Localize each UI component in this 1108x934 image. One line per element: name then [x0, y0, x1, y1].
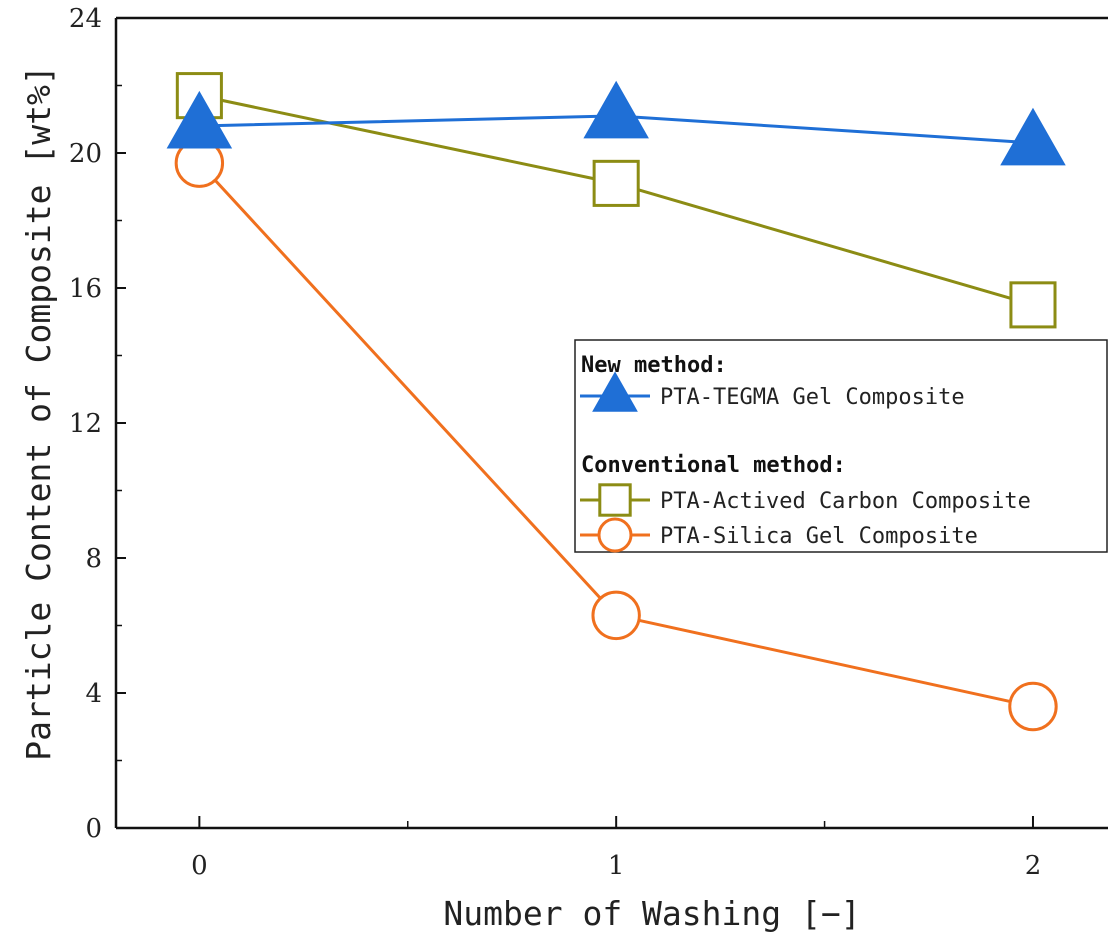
- series-layer: [166, 72, 1066, 732]
- legend-entry-triangle: PTA-TEGMA Gel Composite: [580, 371, 965, 412]
- legend-marker-circle: [597, 517, 633, 553]
- y-tick-label: 16: [69, 274, 102, 304]
- series-square: [175, 72, 1057, 329]
- y-tick-label: 24: [69, 4, 102, 34]
- legend-heading-conventional-method: Conventional method:: [581, 453, 846, 478]
- data-point-triangle: [1000, 107, 1066, 166]
- x-axis-title: Number of Washing [−]: [443, 894, 860, 933]
- legend-heading-new-method: New method:: [581, 353, 727, 378]
- x-ticks: 0 1 2: [191, 816, 1041, 881]
- y-tick-label: 4: [85, 679, 102, 709]
- data-point-circle: [1008, 681, 1058, 732]
- legend-entry-square: PTA-Actived Carbon Composite: [580, 483, 1031, 517]
- data-point-circle: [591, 590, 641, 641]
- legend-marker-square: [598, 483, 632, 517]
- y-ticks: 0 4 8 12 16 20 24: [69, 4, 126, 844]
- data-point-square: [592, 159, 640, 207]
- x-tick-label: 1: [608, 851, 625, 881]
- data-point-triangle: [166, 90, 233, 149]
- legend-entries: PTA-TEGMA Gel Composite PTA-Actived Carbo…: [580, 371, 1031, 553]
- y-tick-label: 20: [69, 139, 102, 169]
- legend-entry-circle: PTA-Silica Gel Composite: [580, 517, 978, 553]
- y-tick-label: 12: [69, 409, 102, 439]
- series-circle: [174, 138, 1058, 732]
- legend: New method: Conventional method: PTA-TEG…: [574, 339, 1108, 553]
- data-point-triangle: [583, 80, 649, 139]
- y-axis-title: Particle Content of Composite [wt%]: [19, 65, 58, 760]
- y-tick-label: 0: [85, 814, 102, 844]
- data-point-square: [1009, 281, 1057, 329]
- series-triangle: [166, 80, 1066, 166]
- legend-label: PTA-Silica Gel Composite: [660, 524, 978, 549]
- legend-box: [574, 339, 1108, 553]
- legend-marker-triangle: [592, 371, 638, 412]
- x-tick-label: 2: [1025, 851, 1042, 881]
- legend-label: PTA-Actived Carbon Composite: [660, 489, 1031, 514]
- y-tick-label: 8: [85, 544, 102, 574]
- x-tick-label: 0: [191, 851, 208, 881]
- legend-label: PTA-TEGMA Gel Composite: [660, 385, 965, 410]
